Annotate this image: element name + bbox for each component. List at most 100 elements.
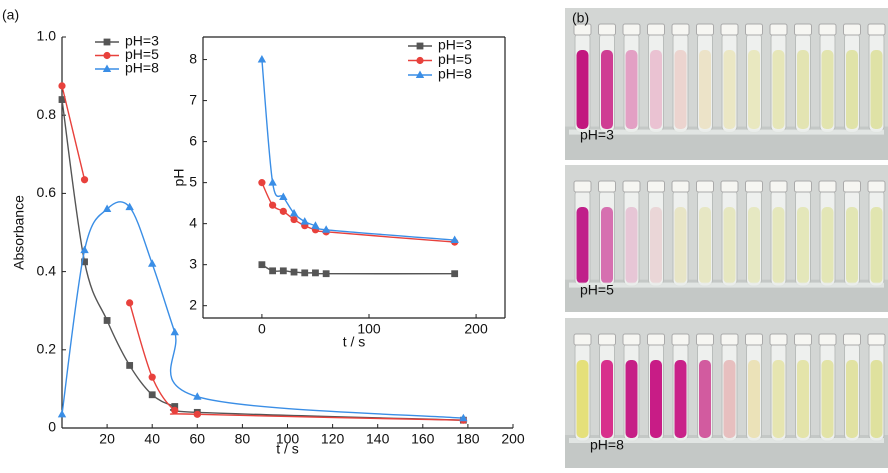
marker: [171, 406, 179, 415]
tube-cap: [598, 333, 616, 346]
marker: [451, 270, 459, 278]
marker: [258, 261, 266, 269]
tube-cap: [843, 180, 861, 193]
x-axis-label: t / s: [276, 441, 299, 457]
y-tick-label: 3: [189, 255, 197, 271]
tube-liquid: [797, 50, 809, 130]
y-tick-label: 0.4: [37, 262, 57, 278]
legend-label: pH=8: [125, 60, 159, 76]
marker: [279, 192, 288, 200]
legend-label: pH=3: [438, 37, 472, 53]
tube-cap: [794, 23, 812, 36]
tube-cap: [867, 23, 886, 36]
marker: [148, 373, 156, 381]
marker: [321, 225, 331, 233]
x-tick-label: 80: [235, 431, 251, 447]
tube-cap: [794, 333, 812, 346]
tube-cap: [720, 180, 739, 193]
tube-liquid: [699, 50, 711, 130]
rack-bar: [569, 282, 884, 288]
tube-cap: [818, 333, 837, 346]
tube-cap: [622, 180, 641, 193]
tube-cap: [818, 23, 837, 36]
tube-cap: [745, 180, 763, 193]
tube-liquid: [699, 207, 711, 284]
marker: [102, 64, 112, 72]
marker: [269, 267, 277, 275]
marker: [301, 269, 309, 277]
tube-liquid: [699, 360, 711, 438]
marker: [58, 96, 66, 103]
tube-liquid: [674, 207, 687, 284]
tube-liquid: [601, 207, 613, 284]
y-tick-label: 0: [48, 419, 56, 435]
tube-liquid: [576, 50, 589, 130]
marker: [312, 269, 319, 277]
tube-cap: [598, 180, 616, 193]
legend-label: pH=5: [125, 46, 159, 62]
x-tick-label: 180: [456, 431, 480, 447]
x-tick-label: 200: [464, 321, 488, 337]
tube-liquid: [723, 50, 736, 130]
tube-cap: [769, 23, 788, 36]
marker: [300, 217, 309, 225]
tube-cap: [794, 180, 812, 193]
marker: [416, 56, 424, 65]
y-tick-label: 0.8: [37, 106, 57, 122]
tube-cap: [671, 333, 690, 346]
marker: [279, 207, 287, 215]
marker: [103, 51, 111, 60]
tube-liquid: [797, 360, 809, 438]
y-tick-label: 8: [189, 50, 197, 66]
legend-label: pH=5: [438, 51, 472, 67]
marker: [290, 268, 298, 276]
marker: [257, 55, 267, 63]
marker: [279, 267, 287, 275]
marker: [193, 392, 202, 400]
tube-liquid: [821, 50, 834, 130]
tube-cap: [671, 23, 690, 36]
y-tick-label: 2: [189, 296, 197, 312]
photo-panel: [565, 8, 888, 468]
panel-label: (b): [572, 10, 589, 26]
tube-cap: [818, 180, 837, 193]
tube-cap: [867, 333, 886, 346]
marker: [258, 179, 266, 187]
tube-liquid: [821, 360, 834, 438]
x-tick-label: 200: [501, 431, 525, 447]
marker: [58, 82, 66, 90]
x-tick-label: 0: [258, 321, 266, 337]
tube-cap: [769, 180, 788, 193]
tube-cap: [769, 333, 788, 346]
tube-cap: [671, 180, 690, 193]
tube-liquid: [846, 207, 858, 284]
marker: [459, 413, 468, 422]
y-axis-label: pH: [171, 169, 187, 187]
tube-liquid: [748, 50, 760, 130]
y-tick-label: 7: [189, 91, 197, 107]
marker: [148, 259, 157, 267]
y-tick-label: 6: [189, 132, 197, 148]
y-tick-label: 4: [189, 214, 197, 230]
marker: [126, 362, 134, 369]
tube-cap: [843, 23, 861, 36]
tube-liquid: [601, 50, 613, 130]
tube-cap: [622, 23, 641, 36]
y-tick-label: 0.6: [37, 184, 57, 200]
tube-cap: [598, 23, 616, 36]
marker: [103, 38, 111, 46]
tube-liquid: [821, 207, 834, 284]
tube-cap: [745, 23, 763, 36]
marker: [170, 327, 179, 336]
tube-cap: [745, 333, 763, 346]
y-tick-label: 1.0: [37, 28, 57, 44]
marker: [311, 221, 320, 229]
tube-liquid: [650, 360, 662, 438]
photo-label: pH=3: [580, 127, 614, 143]
tube-liquid: [797, 207, 809, 284]
marker: [450, 235, 459, 244]
tube-liquid: [650, 50, 662, 130]
tube-liquid: [674, 360, 687, 438]
x-tick-label: 100: [276, 431, 300, 447]
